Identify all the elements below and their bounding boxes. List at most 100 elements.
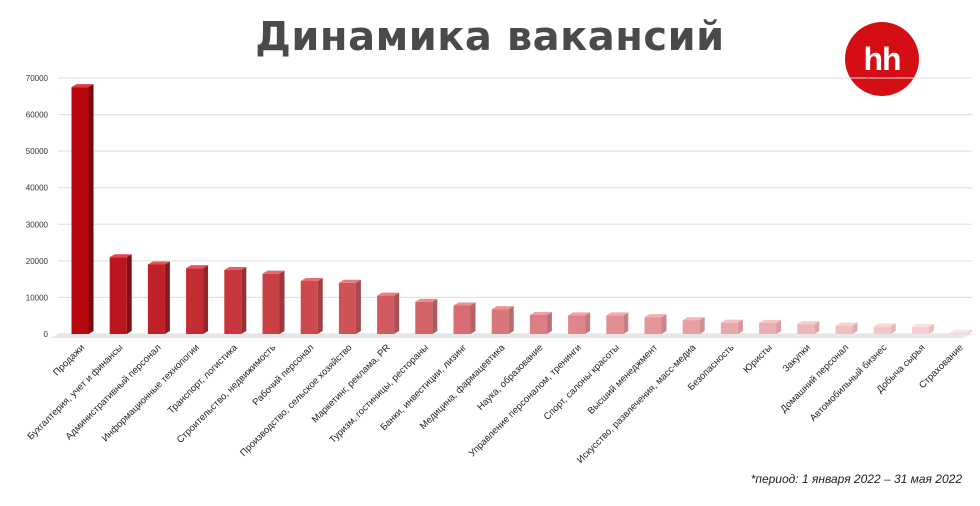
y-tick-label: 0 [44, 330, 49, 339]
bar [911, 324, 934, 334]
bar [644, 314, 667, 334]
bar-top [186, 265, 209, 269]
x-tick-label: Спорт, салоны красоты [542, 342, 622, 422]
bar-side [508, 306, 514, 334]
bar-top [950, 329, 973, 333]
bar-front [835, 325, 853, 334]
bar-side [88, 84, 94, 335]
bar-side [126, 254, 132, 334]
bar-top [262, 270, 285, 274]
bar-side [355, 279, 361, 334]
x-tick-label: Домашний персонал [779, 342, 852, 415]
bar-front [606, 315, 624, 334]
bar-front [224, 270, 242, 334]
bar-top [835, 322, 858, 326]
y-tick-label: 40000 [26, 184, 49, 193]
page-title: Динамика вакансий [255, 14, 725, 60]
y-tick-label: 10000 [26, 293, 49, 302]
bar-top [682, 317, 705, 321]
bar-side [585, 312, 591, 334]
bar-side [967, 329, 973, 334]
x-tick-label: Транспорт, логистика [166, 342, 241, 417]
bars [71, 84, 973, 335]
logo-text: hh [863, 40, 901, 77]
bar-top [911, 324, 934, 328]
bar-top [338, 279, 361, 283]
bar-top [873, 323, 896, 327]
bar-top [606, 312, 629, 316]
bar-top [568, 312, 591, 316]
bar [262, 270, 285, 334]
y-tick-label: 50000 [26, 147, 49, 156]
bar-side [164, 261, 170, 334]
bar [529, 311, 552, 334]
y-tick-label: 30000 [26, 220, 49, 229]
bar-front [377, 295, 395, 334]
bar-side [470, 302, 476, 334]
bar-side [546, 311, 552, 334]
bar [568, 312, 591, 334]
bar [186, 265, 209, 334]
bar-front [109, 257, 127, 334]
bar-front [147, 264, 165, 334]
bar-side [203, 265, 209, 334]
bar [224, 267, 247, 334]
x-tick-label: Закупки [781, 342, 813, 374]
bar-top [71, 84, 94, 88]
bar-side [661, 314, 667, 334]
bar-side [279, 270, 285, 334]
bar [71, 84, 94, 335]
bar-top [491, 306, 514, 310]
bar-front [873, 326, 891, 334]
bar [759, 320, 782, 334]
period-footnote: *период: 1 января 2022 – 31 мая 2022 [750, 472, 962, 486]
bar-side [317, 277, 323, 334]
bar-top [797, 321, 820, 325]
bar-front [759, 323, 777, 334]
bar-front [262, 273, 280, 334]
bar [453, 302, 476, 334]
bar-top [147, 261, 170, 265]
x-tick-label: Наука, образование [475, 342, 545, 412]
bar-top [720, 319, 743, 323]
bar-top [109, 254, 132, 258]
bar-top [759, 320, 782, 324]
bar-front [491, 309, 509, 334]
bar [377, 292, 400, 334]
bar-side [432, 298, 438, 334]
bar [109, 254, 132, 334]
bar [606, 312, 629, 334]
bar-front [71, 87, 89, 335]
grid-layer [50, 77, 972, 338]
x-tick-label: Продажи [51, 342, 87, 378]
bar-side [776, 320, 782, 334]
bar-side [737, 319, 743, 334]
bar [835, 322, 858, 334]
y-axis-ticks: 0 10000 20000 30000 40000 50000 60000 70000 [26, 74, 49, 339]
y-tick-label: 20000 [26, 257, 49, 266]
x-tick-label: Высший менеджмент [586, 342, 661, 417]
x-tick-label: Автомобильный бизнес [808, 342, 890, 424]
bar [147, 261, 170, 334]
bar-front [415, 301, 433, 334]
bar-front [720, 322, 738, 334]
bar [873, 323, 896, 334]
bar-side [699, 317, 705, 334]
bar-front [568, 315, 586, 334]
bar-top [453, 302, 476, 306]
bar [682, 317, 705, 334]
bar-front [911, 327, 929, 334]
bar-front [300, 280, 318, 334]
bar-side [890, 323, 896, 334]
bar-front [682, 320, 700, 334]
bar-top [377, 292, 400, 296]
chart-floor [50, 334, 972, 338]
bar-top [224, 267, 247, 270]
bar [338, 279, 361, 334]
bar-top [415, 298, 438, 302]
y-tick-label: 60000 [26, 111, 49, 120]
bar-side [928, 324, 934, 334]
bar [491, 306, 514, 334]
